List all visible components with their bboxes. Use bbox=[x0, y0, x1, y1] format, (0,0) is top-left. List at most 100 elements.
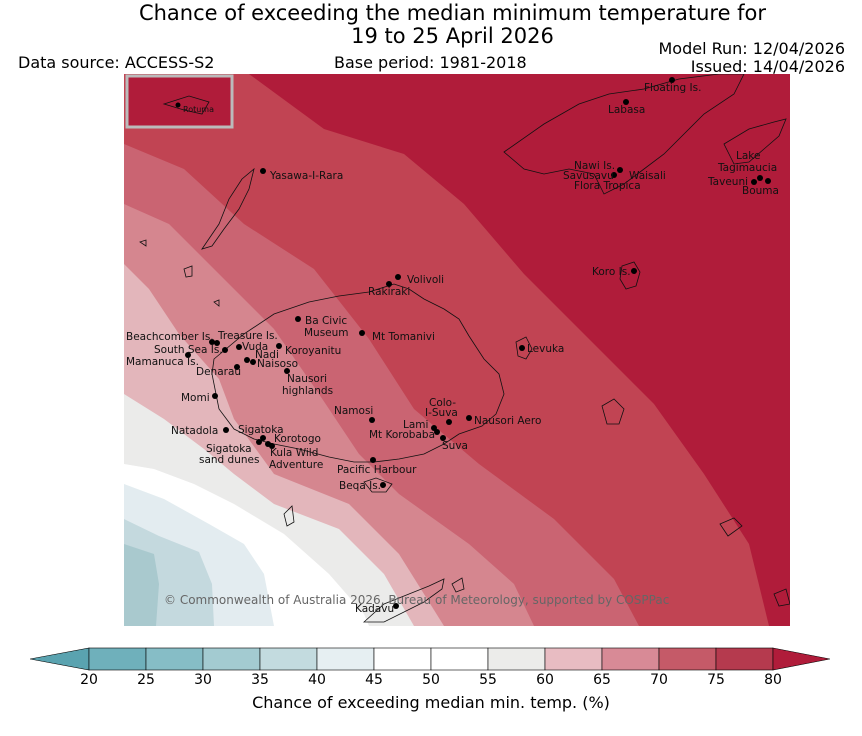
colorbar-cell bbox=[88, 647, 147, 671]
suva-dot bbox=[440, 435, 446, 441]
place-mt-korobaba: Mt Korobaba bbox=[369, 429, 435, 441]
beqa-coast bbox=[363, 477, 393, 493]
lau-island-2 bbox=[773, 588, 790, 607]
place-colo-i-suva-line1: Colo- bbox=[429, 397, 456, 409]
place-south-sea: South Sea Is. bbox=[154, 344, 223, 356]
place-natadola: Natadola bbox=[171, 425, 218, 437]
colo-i-suva-dot bbox=[446, 419, 452, 425]
colorbar-label: Chance of exceeding median min. temp. (%… bbox=[252, 693, 610, 712]
place-denarau: Denarau bbox=[196, 366, 241, 378]
taveuni-coast bbox=[723, 118, 787, 165]
lau-island-1 bbox=[719, 517, 743, 537]
vatulele-coast bbox=[283, 505, 295, 527]
pacific-harbour-dot bbox=[370, 457, 376, 463]
colorbar-tick-label: 55 bbox=[479, 672, 497, 688]
lau-island-3 bbox=[451, 577, 465, 593]
colorbar-cell bbox=[658, 647, 717, 671]
place-sigatoka: Sigatoka bbox=[238, 424, 284, 436]
place-lami: Lami bbox=[403, 419, 428, 431]
band-30-35 bbox=[124, 544, 159, 626]
place-taveuni: Taveuni bbox=[707, 176, 748, 188]
koro-coast bbox=[619, 261, 641, 290]
colorbar-cell bbox=[601, 647, 660, 671]
rakiraki-dot bbox=[386, 281, 392, 287]
town-labels: Floating Is. Labasa Nawi Is. Savusavu Wa… bbox=[126, 82, 779, 615]
place-flora-tropica: Flora Tropica bbox=[574, 180, 641, 192]
title-line-2: 19 to 25 April 2026 bbox=[351, 24, 554, 48]
colorbar-tick-label: 45 bbox=[365, 672, 383, 688]
colorbar-tick-label: 60 bbox=[536, 672, 554, 688]
place-lake-tagimaucia-line2: Tagimaucia bbox=[717, 162, 777, 174]
place-kadavu: Kadavu bbox=[355, 603, 394, 615]
denarau-dot bbox=[234, 364, 240, 370]
place-nausori-highlands-line2: highlands bbox=[282, 385, 333, 397]
inset-frame bbox=[125, 74, 234, 129]
coastlines bbox=[139, 74, 790, 623]
probability-bands bbox=[124, 74, 790, 626]
rotuma-coast bbox=[162, 95, 210, 115]
labasa-dot bbox=[623, 99, 629, 105]
place-sigatoka-dunes-line1: Sigatoka bbox=[206, 443, 252, 455]
place-levuka: Levuka bbox=[527, 343, 564, 355]
place-vuda: Vuda bbox=[242, 341, 268, 353]
place-naisoso: Naisoso bbox=[257, 358, 298, 370]
place-suva: Suva bbox=[442, 440, 468, 452]
colorbar-over-arrow bbox=[772, 647, 830, 671]
place-nadi: Nadi bbox=[255, 349, 279, 361]
place-bouma: Bouma bbox=[742, 185, 779, 197]
tomanivi-dot bbox=[359, 330, 365, 336]
map-plot: Rotuma bbox=[124, 74, 790, 626]
place-pacific-harbour: Pacific Harbour bbox=[337, 464, 417, 476]
vuda-dot bbox=[236, 344, 242, 350]
place-sigatoka-dunes-line2: sand dunes bbox=[199, 454, 259, 466]
taveuni-dot bbox=[751, 179, 757, 185]
place-beachcomber: Beachcomber Is. bbox=[126, 331, 214, 343]
place-momi: Momi bbox=[181, 392, 210, 404]
colorbar-tick-label: 75 bbox=[707, 672, 725, 688]
place-nausori-highlands-line1: Nausori bbox=[287, 373, 327, 385]
nawi-is-dot bbox=[617, 167, 623, 173]
colorbar-cell bbox=[715, 647, 774, 671]
place-mt-tomanivi: Mt Tomanivi bbox=[372, 331, 435, 343]
beachcomber-dot bbox=[209, 339, 215, 345]
colorbar-cell bbox=[259, 647, 318, 671]
colorbar-cell bbox=[202, 647, 261, 671]
place-kula-line2: Adventure bbox=[269, 459, 323, 471]
place-volivoli: Volivoli bbox=[407, 274, 444, 286]
mamanuca-islets bbox=[139, 239, 220, 307]
place-nawi-is: Nawi Is. bbox=[574, 160, 615, 172]
place-lake-tagimaucia-line1: Lake bbox=[736, 150, 760, 162]
place-rakiraki: Rakiraki bbox=[368, 286, 410, 298]
colorbar-cell bbox=[430, 647, 489, 671]
colorbar-cell bbox=[487, 647, 546, 671]
model-run: Model Run: 12/04/2026 bbox=[658, 39, 846, 58]
rotuma-dot bbox=[175, 102, 181, 108]
inset-label: Rotuma bbox=[183, 105, 214, 114]
colorbar-tick-label: 65 bbox=[593, 672, 611, 688]
levuka-dot bbox=[519, 345, 525, 351]
sigatoka-dot bbox=[260, 435, 266, 441]
colorbar-tick-label: 50 bbox=[422, 672, 440, 688]
natadola-dot bbox=[223, 427, 229, 433]
copyright-notice: © Commonwealth of Australia 2026, Bureau… bbox=[164, 593, 669, 607]
nadi-dot bbox=[244, 357, 250, 363]
mamanuca-dot bbox=[185, 352, 191, 358]
momi-dot bbox=[212, 393, 218, 399]
nausori-aero-dot bbox=[466, 415, 472, 421]
ovalau-coast bbox=[515, 336, 533, 360]
bouma-dot bbox=[765, 178, 771, 184]
colorbar-tick-label: 35 bbox=[251, 672, 269, 688]
colorbar-tick-label: 20 bbox=[80, 672, 98, 688]
gau-coast bbox=[601, 398, 625, 425]
floating-is-dot bbox=[669, 77, 675, 83]
colorbar bbox=[30, 647, 830, 671]
colorbar-cells bbox=[88, 647, 774, 671]
place-waisali: Waisali bbox=[629, 170, 666, 182]
title-line-1: Chance of exceeding the median minimum t… bbox=[138, 1, 767, 25]
colorbar-tick-label: 70 bbox=[650, 672, 668, 688]
place-korotogo: Korotogo bbox=[274, 433, 321, 445]
place-beqa-is: Beqa Is. bbox=[339, 480, 381, 492]
place-namosi: Namosi bbox=[334, 405, 373, 417]
namosi-dot bbox=[369, 417, 375, 423]
town-markers bbox=[185, 77, 771, 609]
